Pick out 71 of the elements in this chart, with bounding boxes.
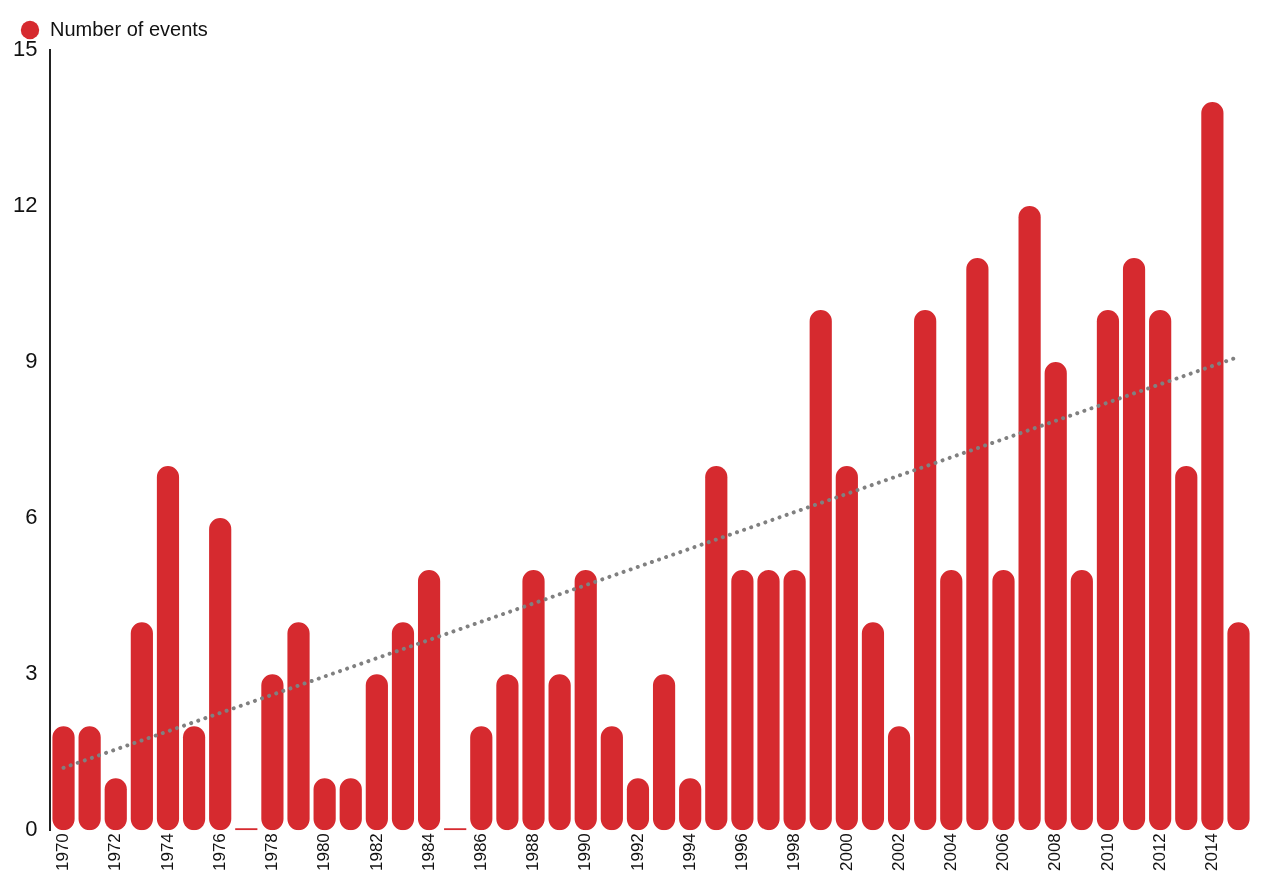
bar [182, 726, 206, 831]
y-tick-label: 12 [12, 192, 38, 218]
x-tick-label: 1984 [418, 833, 438, 872]
bar [1149, 310, 1172, 831]
bar [78, 726, 101, 831]
x-tick-label: 2010 [1097, 833, 1117, 872]
y-tick-label: 3 [25, 660, 38, 686]
y-tick-label: 9 [25, 348, 38, 374]
bar [417, 570, 441, 831]
x-tick-label: 1998 [784, 833, 804, 872]
bar [1175, 466, 1198, 831]
bar [444, 828, 467, 831]
x-tick-label: 1978 [262, 833, 282, 872]
bar [548, 674, 571, 831]
x-tick-label: 1970 [53, 833, 73, 872]
bar [1044, 362, 1067, 831]
bar [1070, 570, 1093, 831]
legend-label: Number of events [50, 17, 208, 40]
x-tick-label: 1996 [732, 833, 752, 872]
bar [966, 258, 989, 831]
bar [209, 518, 232, 831]
x-tick-label: 1986 [470, 833, 490, 872]
y-tick-label: 6 [25, 504, 38, 530]
bar [835, 466, 858, 831]
x-tick-label: 2002 [888, 833, 908, 872]
bar [914, 310, 937, 831]
bar [1122, 258, 1146, 831]
x-tick-label: 2006 [993, 833, 1013, 872]
x-tick-label: 2004 [940, 833, 960, 872]
bar [574, 570, 597, 831]
bar [235, 828, 258, 831]
bar [365, 674, 388, 831]
x-tick-label: 2012 [1149, 833, 1169, 872]
bar [652, 674, 676, 831]
x-tick-label: 2000 [836, 833, 856, 872]
bar [1096, 310, 1120, 831]
bar [600, 726, 623, 831]
x-tick-label: 1994 [679, 833, 699, 872]
x-tick-label: 1990 [575, 833, 595, 872]
bar [52, 726, 75, 831]
x-tick-label: 1974 [157, 833, 177, 872]
bar [940, 570, 963, 831]
bar [496, 674, 519, 831]
bar [1201, 102, 1224, 831]
bar [522, 570, 545, 831]
x-tick-label: 1988 [523, 833, 543, 872]
bar [705, 466, 728, 831]
bar [992, 570, 1015, 831]
bar [783, 570, 806, 831]
y-tick-label: 0 [25, 816, 38, 842]
y-tick-label: 15 [12, 36, 38, 62]
bar [261, 674, 284, 831]
bar [391, 622, 415, 831]
bar [887, 726, 911, 831]
bar [1018, 206, 1041, 831]
bar [156, 466, 180, 831]
bar [470, 726, 493, 831]
bar [130, 622, 153, 831]
x-tick-label: 1982 [366, 833, 386, 872]
bar [861, 622, 885, 831]
bar [287, 622, 310, 831]
bar [1227, 622, 1250, 831]
x-tick-label: 2008 [1045, 833, 1065, 872]
bar [731, 570, 754, 831]
bar [809, 310, 832, 831]
x-tick-label: 1976 [209, 833, 229, 872]
x-tick-label: 1992 [627, 833, 647, 872]
x-tick-label: 1972 [105, 833, 125, 872]
bar [757, 570, 780, 831]
x-tick-label: 1980 [314, 833, 334, 872]
x-tick-label: 2014 [1202, 833, 1222, 872]
